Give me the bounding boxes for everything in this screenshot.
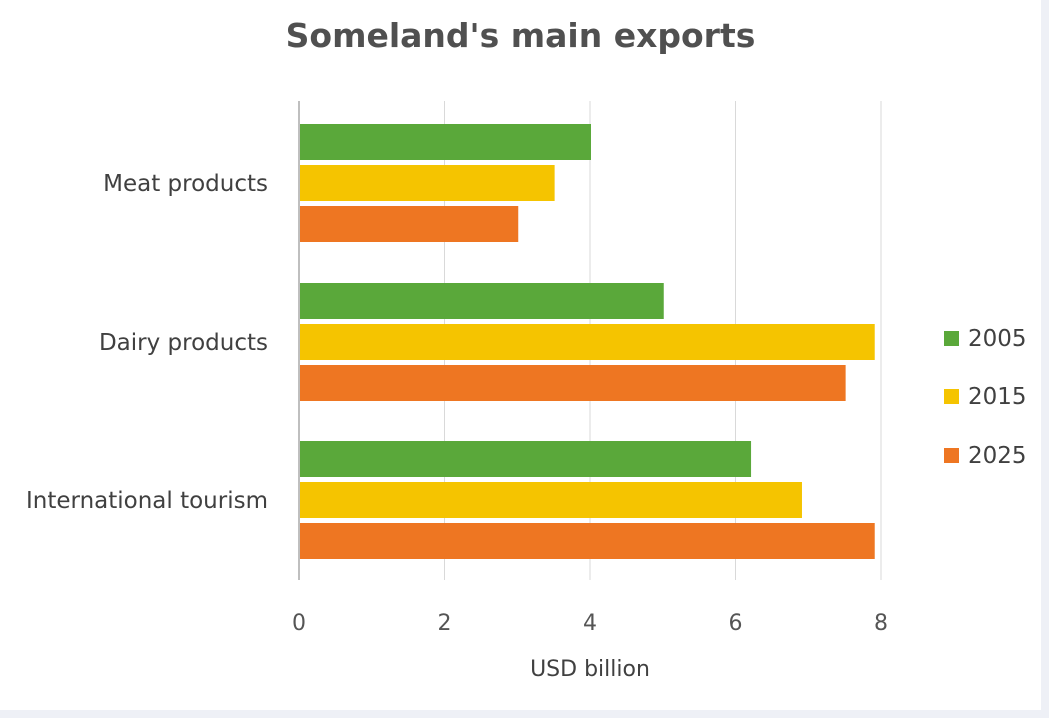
bar <box>300 441 752 477</box>
category-label: International tourism <box>26 488 268 514</box>
bar <box>300 206 519 242</box>
bar <box>300 523 875 559</box>
x-tick-label: 8 <box>874 611 888 636</box>
legend-label: 2025 <box>968 443 1027 469</box>
legend-swatch <box>944 389 959 404</box>
labels: 0 2 4 6 8 USD billion Meat products Dairy produ… <box>26 171 888 682</box>
bar <box>300 365 846 401</box>
bar <box>300 124 591 160</box>
x-axis-title: USD billion <box>530 657 650 682</box>
chart-title: Someland's main exports <box>285 16 756 55</box>
bar <box>300 324 875 360</box>
x-tick-label: 0 <box>292 611 306 636</box>
bar <box>300 283 664 319</box>
x-tick-label: 4 <box>583 611 597 636</box>
bar <box>300 165 555 201</box>
legend-label: 2015 <box>968 384 1027 410</box>
legend: 2005 2015 2025 <box>944 326 1027 469</box>
category-label: Dairy products <box>99 330 268 356</box>
x-tick-label: 6 <box>729 611 743 636</box>
category-label: Meat products <box>103 171 268 197</box>
legend-swatch <box>944 448 959 463</box>
legend-swatch <box>944 331 959 346</box>
bar <box>300 482 802 518</box>
bars <box>300 124 875 559</box>
x-tick-label: 2 <box>438 611 452 636</box>
legend-label: 2005 <box>968 326 1027 352</box>
